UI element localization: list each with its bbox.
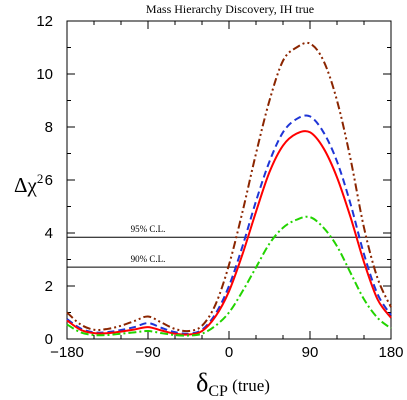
x-tick-labels: −180 −90 0 90 180 bbox=[50, 344, 403, 361]
x-tick-label: −180 bbox=[50, 344, 84, 361]
series-line-2 bbox=[66, 130, 392, 336]
y-axis-label: Δχ2 bbox=[14, 171, 43, 197]
y-tick-label: 2 bbox=[45, 278, 53, 295]
x-axis-label: δCP (true) bbox=[196, 368, 270, 400]
series-line-0 bbox=[66, 41, 392, 333]
x-axis-label-main: δ bbox=[196, 368, 208, 397]
annotation-95cl: 95% C.L. bbox=[131, 224, 166, 234]
series-group bbox=[66, 41, 392, 337]
x-axis-label-suffix: (true) bbox=[228, 376, 270, 395]
y-tick-label: 6 bbox=[45, 172, 53, 189]
y-tick-label: 12 bbox=[36, 13, 53, 30]
chart-title: Mass Hierarchy Discovery, IH true bbox=[146, 2, 314, 16]
x-axis-label-sub: CP bbox=[208, 383, 228, 400]
x-tick-label: −90 bbox=[135, 344, 160, 361]
y-tick-label: 0 bbox=[45, 331, 53, 348]
y-tick-label: 10 bbox=[36, 66, 53, 83]
series-line-3 bbox=[66, 215, 392, 337]
annotation-90cl: 90% C.L. bbox=[131, 254, 166, 264]
y-axis-label-main: Δχ bbox=[14, 173, 38, 197]
x-tick-label: 180 bbox=[378, 344, 403, 361]
x-tick-label: 90 bbox=[302, 344, 319, 361]
axis-ticks bbox=[66, 20, 392, 340]
plot-area: −180 −90 0 90 180 0 2 4 6 8 10 12 bbox=[36, 13, 403, 361]
y-tick-label: 8 bbox=[45, 119, 53, 136]
y-tick-labels: 0 2 4 6 8 10 12 bbox=[36, 13, 53, 348]
y-tick-label: 4 bbox=[45, 225, 53, 242]
y-axis-label-sup: 2 bbox=[37, 171, 44, 186]
x-tick-label: 0 bbox=[225, 344, 233, 361]
series-line-1 bbox=[66, 114, 392, 335]
